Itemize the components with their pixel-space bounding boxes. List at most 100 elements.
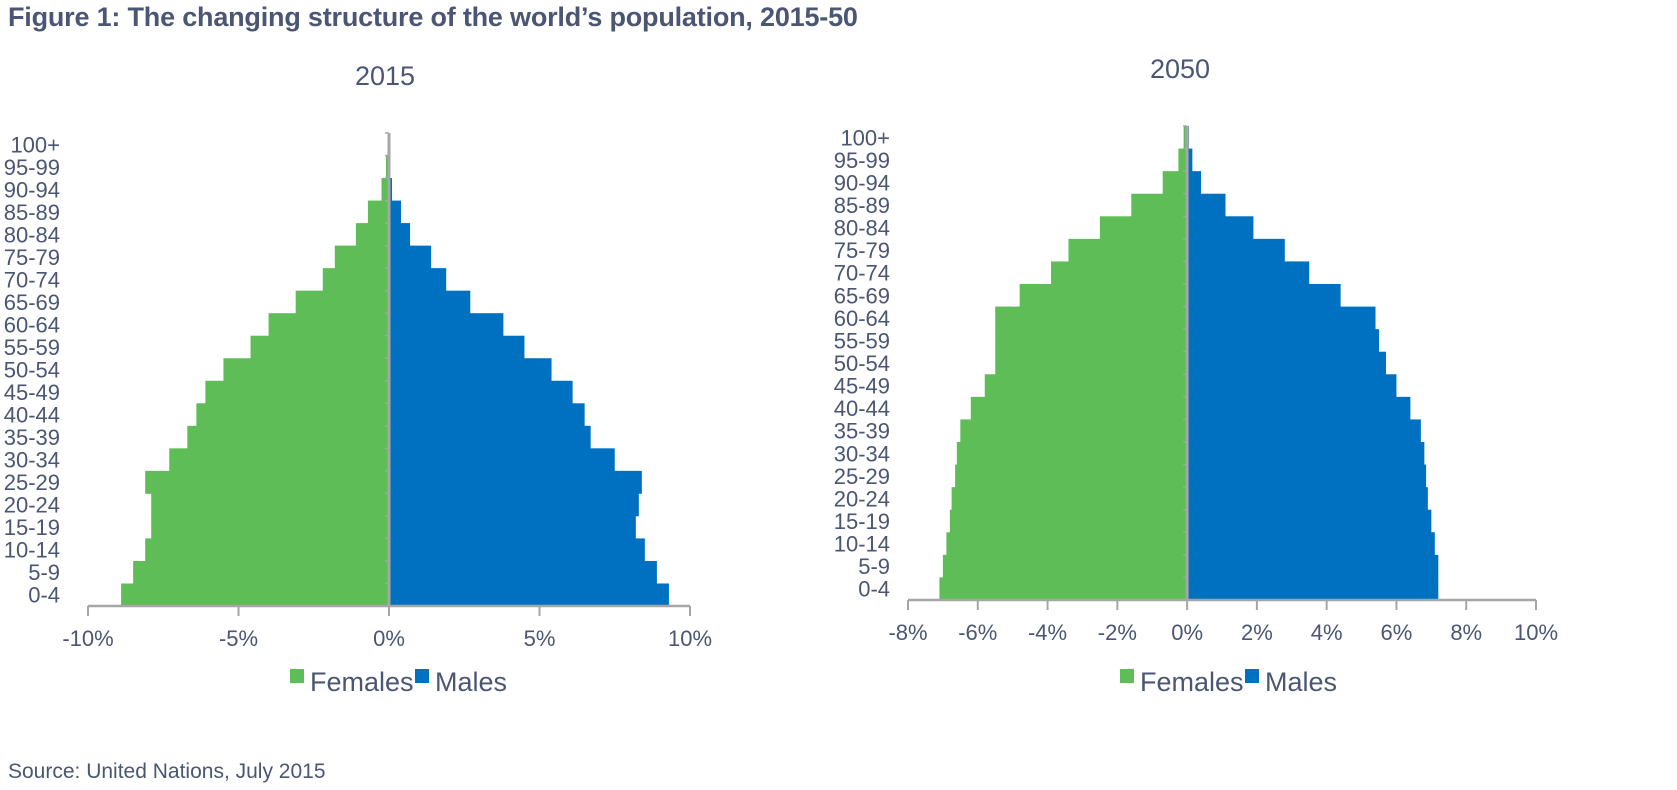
x-tick-label: -5% <box>219 626 258 651</box>
age-label: 95-99 <box>834 148 890 173</box>
x-tick-label: -2% <box>1098 620 1137 645</box>
bar-female-25-29 <box>955 464 1188 488</box>
pyramid-chart-2015: 2015 0-45-910-1415-1920-2425-2930-3435-39… <box>4 61 712 697</box>
bar-female-75-79 <box>334 245 389 269</box>
bar-female-50-54 <box>223 358 389 382</box>
bar-male-35-39 <box>1187 419 1421 443</box>
age-label: 90-94 <box>834 170 890 195</box>
age-label: 45-49 <box>4 380 60 405</box>
age-label: 80-84 <box>834 216 890 241</box>
legend-swatch-males <box>1245 669 1259 683</box>
age-label: 40-44 <box>834 396 890 421</box>
bar-female-70-74 <box>322 268 389 292</box>
bar-female-40-44 <box>970 396 1188 420</box>
bar-male-45-49 <box>1187 374 1397 398</box>
bar-female-100+ <box>1183 126 1188 149</box>
age-label: 15-19 <box>4 515 60 540</box>
x-tick-label: 0% <box>1171 620 1203 645</box>
age-label: 25-29 <box>4 470 60 495</box>
bar-female-20-24 <box>951 487 1188 511</box>
bar-male-40-44 <box>389 403 585 427</box>
bar-male-35-39 <box>389 425 591 449</box>
age-label: 100+ <box>10 132 60 157</box>
figure-title: Figure 1: The changing structure of the … <box>8 2 858 32</box>
bar-female-30-34 <box>956 442 1188 465</box>
x-tick-label: 2% <box>1241 620 1273 645</box>
pyramid-chart-2050: 2050 0-45-910-1415-1920-2425-2930-3435-39… <box>834 54 1558 697</box>
bar-female-85-89 <box>1131 193 1188 217</box>
bar-female-10-14 <box>145 538 389 562</box>
bar-female-0-4 <box>939 577 1188 601</box>
age-label: 85-89 <box>834 193 890 218</box>
bar-female-25-29 <box>145 470 389 494</box>
bar-female-70-74 <box>1051 261 1188 285</box>
bar-female-45-49 <box>205 380 389 404</box>
bar-male-20-24 <box>1187 487 1428 511</box>
x-tick-label: -6% <box>958 620 997 645</box>
bar-male-90-94 <box>1187 171 1202 195</box>
x-tick-label: 0% <box>373 626 405 651</box>
bar-female-55-59 <box>995 329 1188 353</box>
age-label: 20-24 <box>834 486 890 511</box>
age-label: 75-79 <box>4 245 60 270</box>
bar-female-60-64 <box>268 313 389 337</box>
legend-label-males: Males <box>1265 667 1337 697</box>
age-label: 50-54 <box>834 351 890 376</box>
bar-female-30-34 <box>169 448 389 472</box>
bar-male-85-89 <box>1187 193 1226 217</box>
bar-female-40-44 <box>196 403 389 427</box>
bar-female-20-24 <box>151 493 389 517</box>
bar-female-5-9 <box>133 560 389 584</box>
x-tick-label: 4% <box>1311 620 1343 645</box>
bar-female-80-84 <box>1099 216 1188 240</box>
bar-male-80-84 <box>1187 216 1254 240</box>
bar-female-5-9 <box>942 554 1188 578</box>
age-label: 30-34 <box>4 448 60 473</box>
bar-male-40-44 <box>1187 396 1411 420</box>
bar-male-75-79 <box>389 245 432 269</box>
bar-male-70-74 <box>1187 261 1310 285</box>
bar-male-90-94 <box>389 178 393 201</box>
chart-title: 2050 <box>1150 54 1210 84</box>
bar-female-95-99 <box>1178 148 1188 172</box>
x-tick-label: 10% <box>1514 620 1558 645</box>
age-label: 90-94 <box>4 177 60 202</box>
age-label: 50-54 <box>4 358 60 383</box>
legend-swatch-males <box>415 669 429 683</box>
age-label: 65-69 <box>834 283 890 308</box>
age-label: 30-34 <box>834 441 890 466</box>
age-label: 35-39 <box>4 425 60 450</box>
x-tick-label: 8% <box>1450 620 1482 645</box>
age-label: 75-79 <box>834 238 890 263</box>
age-label: 60-64 <box>4 312 60 337</box>
bar-male-15-19 <box>1187 509 1432 533</box>
bar-female-65-69 <box>1019 284 1188 307</box>
bar-male-10-14 <box>389 538 645 562</box>
bar-female-15-19 <box>151 515 389 539</box>
age-label: 55-59 <box>4 335 60 360</box>
age-label: 40-44 <box>4 403 60 428</box>
x-tick-label: 6% <box>1381 620 1413 645</box>
age-label: 0-4 <box>858 577 890 602</box>
bar-female-65-69 <box>295 290 389 314</box>
bar-male-10-14 <box>1187 532 1435 556</box>
bar-male-25-29 <box>1187 464 1427 488</box>
age-label: 5-9 <box>28 560 60 585</box>
bar-male-70-74 <box>389 268 447 292</box>
bar-male-75-79 <box>1187 238 1285 262</box>
bar-female-80-84 <box>355 223 389 247</box>
bar-male-30-34 <box>389 448 615 472</box>
bar-female-45-49 <box>984 374 1188 398</box>
age-label: 5-9 <box>858 554 890 579</box>
bar-male-0-4 <box>389 583 669 607</box>
bar-male-45-49 <box>389 380 573 404</box>
x-tick-label: -4% <box>1028 620 1067 645</box>
bar-female-60-64 <box>995 306 1188 330</box>
bar-male-50-54 <box>1187 351 1386 375</box>
bar-male-50-54 <box>389 358 552 382</box>
bar-female-75-79 <box>1068 238 1188 262</box>
bar-male-60-64 <box>389 313 504 337</box>
age-label: 10-14 <box>4 538 60 563</box>
age-label: 25-29 <box>834 464 890 489</box>
age-label: 35-39 <box>834 419 890 444</box>
